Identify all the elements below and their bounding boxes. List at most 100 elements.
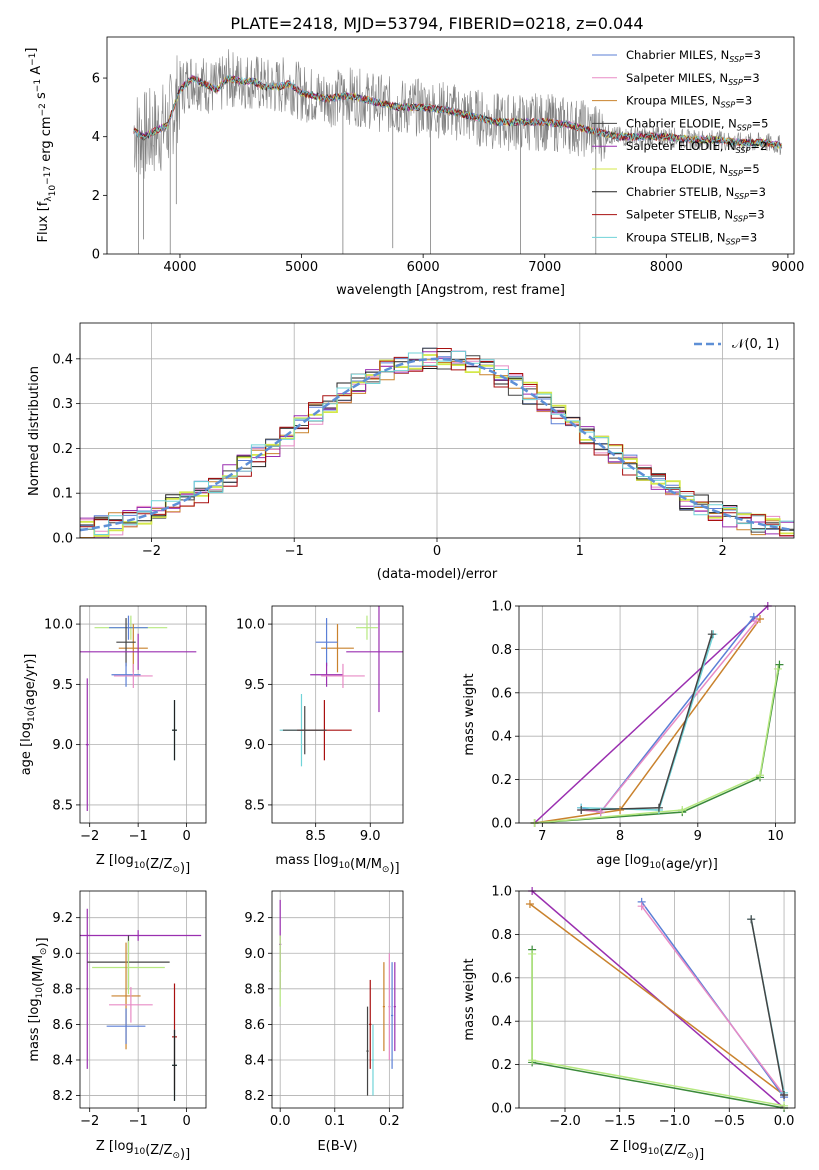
x-axis-label: E(B-V) [317,1139,357,1154]
normal-curve [80,357,794,532]
x-tick-label: 2 [718,544,726,559]
plot-area [133,49,783,254]
y-tick-label: 0.0 [491,1102,512,1117]
y-tick-label: 8.5 [52,798,73,813]
x-tick-label: 0.1 [324,1114,345,1129]
legend-label: Chabrier ELODIE, NSSP=5 [626,116,768,132]
x-tick-label: 5000 [285,260,318,275]
mass-age-panel: 8.5 9.0 8.5 9.0 9.5 10.0 mass [log10(M/M⊙)] [236,605,404,876]
axes-frame [106,36,795,255]
x-axis-label: Z [log10(Z/Z⊙)] [96,853,190,876]
axes-frame [79,322,795,539]
residuals-panel: −2 −1 0 1 2 0.0 0.1 0.2 0.3 0.4 𝒩(0, 1) (data-model… [27,322,795,582]
y-tick-label: 0.8 [491,928,512,943]
y-tick-label: 0.2 [52,442,73,457]
y-tick-label: 9.0 [244,947,265,962]
x-tick-label: −1.5 [604,1114,636,1129]
weight-marker [775,660,784,669]
y-tick-label: 0.4 [52,352,73,367]
x-tick-label: −2 [142,544,161,559]
y-tick-label: 1.0 [491,600,512,615]
weight-marker [752,617,761,626]
x-tick-label: 0 [433,544,441,559]
weight-marker [678,805,687,814]
y-tick-label: 8.8 [244,982,265,997]
ebv-mass-panel: 0.0 0.1 0.2 8.2 8.4 8.6 8.8 9.0 9.2 E(B-V) [244,890,404,1154]
axes-frame [518,605,796,824]
y-tick-label: 0.6 [491,971,512,986]
legend-label: Salpeter STELIB, NSSP=3 [626,208,765,224]
x-tick-label: 4000 [163,260,196,275]
x-axis-label: age [log10(age/yr)] [596,853,718,872]
plot-area [80,347,794,538]
x-tick-label: 8 [616,829,624,844]
y-tick-label: 2 [92,189,100,204]
weight-marker [707,630,716,639]
x-tick-label: 9000 [771,260,804,275]
y-tick-label: 9.2 [244,911,265,926]
plot-area [533,606,781,823]
x-tick-label: 0.0 [774,1114,795,1129]
y-tick-label: 0.2 [491,1058,512,1073]
y-tick-label: 10.0 [44,618,73,633]
x-tick-label: 8.5 [305,829,326,844]
y-tick-label: 9.0 [52,738,73,753]
y-tick-label: 0.4 [491,1015,512,1030]
weight-series [531,949,785,1108]
y-tick-label: 8.4 [52,1053,73,1068]
y-tick-label: 0.1 [52,487,73,502]
weight-series [581,620,757,813]
y-tick-label: 0.3 [52,397,73,412]
x-tick-label: −1 [285,544,304,559]
weight-marker [654,803,663,812]
y-axis-label: mass weight [462,958,477,1040]
x-tick-label: 8000 [650,260,683,275]
legend-label: Kroupa MILES, NSSP=3 [626,94,752,110]
weight-marker [747,915,756,924]
y-tick-label: 6 [92,72,100,87]
axes-frame [518,890,796,1109]
y-tick-label: 0 [92,248,100,263]
y-tick-label: 8.2 [244,1089,265,1104]
weight-series [533,606,769,823]
y-tick-label: 1.0 [491,885,512,900]
legend-label: Salpeter ELODIE, NSSP=2 [626,139,767,155]
x-tick-label: −0.5 [713,1114,745,1129]
weight-marker [525,900,534,909]
x-tick-label: 1 [576,544,584,559]
x-tick-label: 6000 [407,260,440,275]
weight-marker [528,949,537,958]
x-tick-label: 0 [182,1114,190,1129]
y-axis-label: mass weight [462,673,477,755]
weight-marker [780,1101,789,1110]
y-tick-label: 8.2 [52,1089,73,1104]
weight-marker [780,1090,789,1099]
y-tick-label: 9.2 [52,911,73,926]
y-tick-label: 0.4 [491,730,512,745]
x-tick-label: −1 [129,829,148,844]
plot-area [529,891,785,1108]
y-tick-label: 8.6 [52,1018,73,1033]
y-tick-label: 8.4 [244,1053,265,1068]
weight-marker [637,902,646,911]
x-axis-label: mass [log10(M/M⊙)] [275,853,399,876]
x-axis-label: Z [log10(Z/Z⊙)] [610,1139,704,1162]
x-tick-label: 10 [767,829,784,844]
y-axis-label: age [log10(age/yr)] [19,654,38,776]
weight-series [529,903,785,1096]
weight-marker [528,1056,537,1065]
x-axis-label: Z [log10(Z/Z⊙)] [96,1139,190,1162]
y-tick-label: 0.2 [491,773,512,788]
legend-label: 𝒩(0, 1) [732,337,779,352]
y-tick-label: 9.0 [244,738,265,753]
x-tick-label: 0 [182,829,190,844]
y-tick-label: 9.5 [244,678,265,693]
observed-spectrum [133,49,782,179]
plot-area [80,615,197,811]
weight-marker [749,612,758,621]
weight-marker [577,805,586,814]
y-tick-label: 4 [92,130,100,145]
legend-label: Chabrier STELIB, NSSP=3 [626,185,766,201]
y-tick-label: 9.5 [52,678,73,693]
model-spectrum [133,74,783,150]
